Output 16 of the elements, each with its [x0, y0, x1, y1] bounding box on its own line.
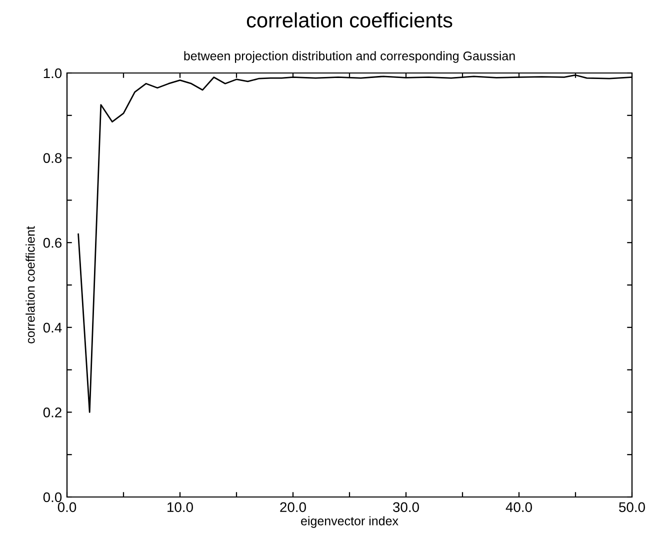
x-tick-label: 20.0: [280, 502, 306, 512]
y-tick-label: 0.8: [43, 153, 62, 163]
x-tick-label: 40.0: [506, 502, 532, 512]
x-tick-label: 0.0: [58, 502, 76, 512]
y-axis-title: correlation coefficient: [26, 226, 35, 344]
x-axis-title: eigenvector index: [301, 516, 398, 528]
x-tick-label: 10.0: [168, 502, 193, 512]
y-tick-label: 0.0: [43, 492, 62, 502]
y-tick-label: 0.2: [43, 408, 62, 418]
chart-subtitle: between projection distribution and corresponding Gaussian: [184, 51, 515, 63]
x-tick-label: 50.0: [619, 502, 645, 512]
y-tick-label: 1.0: [44, 68, 62, 78]
x-tick-label: 30.0: [393, 502, 419, 512]
y-tick-label: 0.6: [43, 238, 62, 248]
chart-title: correlation coefficients: [246, 12, 452, 28]
y-tick-label: 0.4: [43, 322, 62, 333]
